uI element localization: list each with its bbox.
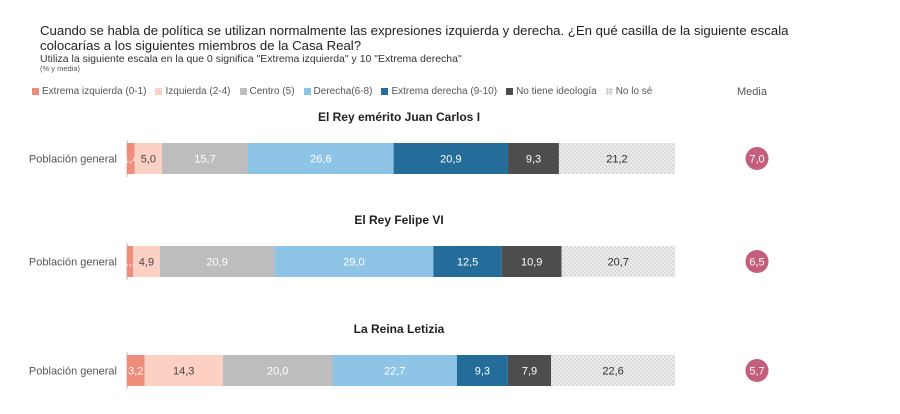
data-label: 15,7 [194,154,215,166]
media-badge [745,359,769,382]
bar-segment [247,143,394,174]
legend-item-no-lo-se: No lo sé [605,85,653,97]
bar-segment [127,355,145,386]
bar-segment [222,355,333,386]
data-label: 9,3 [526,154,541,166]
data-label: 29,0 [343,257,364,269]
bar-segment [561,246,675,277]
data-label: 1,4 [123,154,138,166]
legend-item-centro: Centro (5) [239,85,295,97]
media-value: 6,5 [749,257,764,269]
bar-segment [144,355,223,386]
legend-swatch [506,87,514,95]
legend-swatch [155,87,163,95]
bar-segment [134,143,163,174]
media-badge [745,250,769,273]
media-badge [745,147,769,170]
legend-swatch [32,87,39,95]
legend-swatch [381,87,389,95]
panel-title: El Rey emérito Juan Carlos I [318,110,480,124]
data-label: 22,7 [384,366,405,378]
chart-note: (% y media) [40,64,81,73]
bar-segment [133,246,160,277]
legend-item-extrema-izquierda: Extrema izquierda (0-1) [32,86,146,97]
media-header: Media [737,86,767,98]
data-label: 12,5 [457,257,478,269]
data-label: 3,2 [128,366,143,378]
bar-segment [332,355,457,386]
legend-label: Extrema izquierda (0-1) [42,85,147,97]
panel-title: La Reina Letizia [354,322,445,336]
data-label: 26,6 [310,154,331,166]
legend-item-extrema-derecha: Extrema derecha (9-10) [381,86,497,97]
bar-segment [393,143,509,174]
legend-swatch [303,87,311,95]
legend-label: No tiene ideología [516,85,597,97]
bar-segment [159,246,275,277]
legend-label: Centro (5) [249,85,295,97]
legend-item-no-ideologia: No tiene ideología [506,86,597,97]
panel-title: El Rey Felipe VI [354,213,443,227]
legend-swatch [239,87,247,95]
data-label: 5,0 [141,154,156,166]
data-label: 14,3 [173,366,194,378]
data-label: 21,2 [606,154,627,166]
data-label: 20,9 [440,154,461,166]
bar-segment [274,246,434,277]
chart-title: Cuando se habla de política se utilizan … [40,23,789,53]
bar-segment [127,246,134,277]
data-label: 20,9 [206,257,227,269]
bar-segment [507,355,552,386]
data-label: 10,9 [521,257,542,269]
data-label: 20,0 [267,366,288,378]
legend-label: Extrema derecha (9-10) [391,85,498,97]
chart-subtitle: Utiliza la siguiente escala en la que 0 … [40,53,462,65]
bar-segment [127,143,135,174]
legend-swatch [605,87,613,95]
category-label: Población general [29,257,117,269]
media-value: 5,7 [749,366,764,378]
legend-item-izquierda: Izquierda (2-4) [155,85,231,97]
bar-segment [508,143,559,174]
legend-label: Izquierda (2-4) [165,85,231,97]
data-label: 20,7 [608,257,629,269]
data-label: 4,9 [139,257,154,269]
data-label: 22,6 [602,366,623,378]
category-label: Población general [29,154,117,166]
chart-legend: Extrema izquierda (0-1) Izquierda (2-4) … [32,84,661,98]
data-label: 7,9 [522,366,537,378]
legend-label: Derecha(6-8) [313,85,373,97]
legend-label: No lo sé [615,85,653,97]
media-value: 7,0 [749,154,764,166]
bar-segment [551,355,675,386]
bar-segment [558,143,675,174]
legend-item-derecha: Derecha(6-8) [303,85,373,97]
data-label: 9,3 [475,366,490,378]
bar-segment [162,143,248,174]
category-label: Población general [29,366,117,378]
bar-segment [501,246,562,277]
bar-segment [433,246,502,277]
bar-segment [456,355,508,386]
